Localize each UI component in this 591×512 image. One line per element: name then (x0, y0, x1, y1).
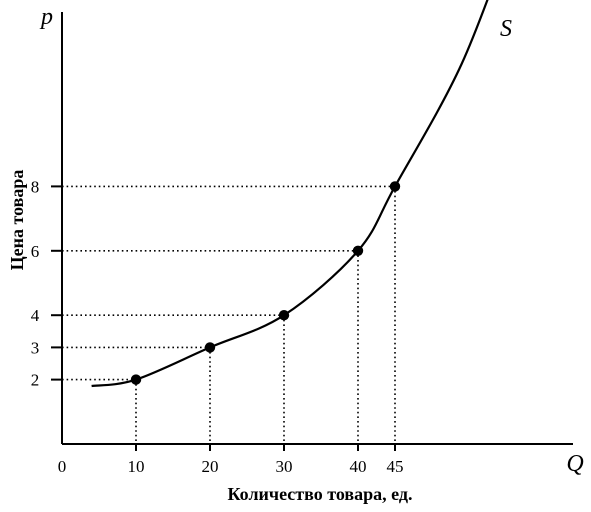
y-tick-label: 6 (31, 242, 40, 261)
data-points (130, 181, 401, 385)
data-point (352, 245, 364, 256)
data-point (130, 374, 142, 385)
x-axis-title: Количество товара, ед. (228, 484, 413, 504)
data-point (389, 181, 401, 192)
x-tick-label: 30 (276, 457, 293, 476)
data-point (204, 342, 216, 353)
x-tick-label: 20 (202, 457, 219, 476)
series-label-s: S (500, 16, 512, 42)
y-tick-label: 4 (31, 306, 40, 325)
data-point (278, 310, 290, 321)
origin-label: 0 (58, 457, 67, 476)
guide-lines (62, 185, 396, 444)
y-axis-symbol: p (39, 4, 53, 30)
x-tick-label: 40 (350, 457, 367, 476)
y-tick-label: 2 (31, 371, 40, 390)
x-axis-symbol: Q (566, 451, 583, 477)
x-tick-label: 45 (387, 457, 404, 476)
supply-curve (91, 0, 489, 388)
y-tick-label: 3 (31, 338, 40, 357)
y-axis-title: Цена товара (7, 170, 27, 271)
tick-labels: 2 3 4 6 8 10 20 30 40 45 (31, 177, 404, 476)
ticks (51, 185, 396, 451)
y-tick-label: 8 (31, 177, 40, 196)
axes (61, 12, 573, 445)
x-tick-label: 10 (128, 457, 145, 476)
